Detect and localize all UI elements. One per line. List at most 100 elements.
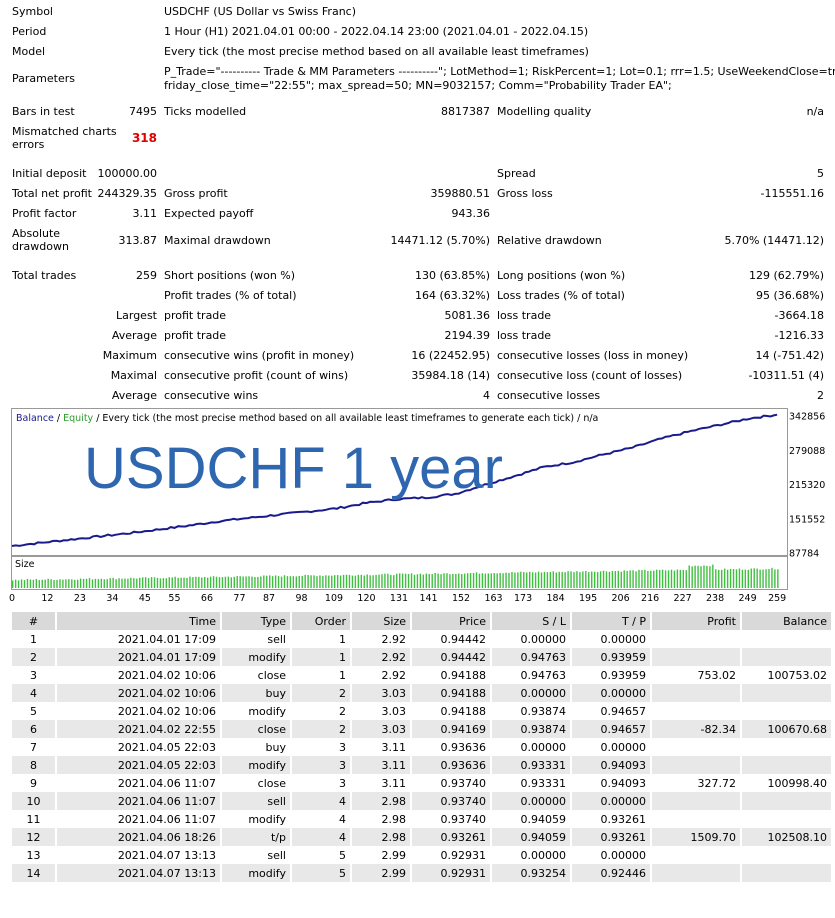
col-price-header[interactable]: Price [410,612,491,630]
table-row[interactable]: 1 2021.04.01 17:09 sell 1 2.92 0.94442 0.00000… [10,630,831,648]
x-tick-label: 12 [41,593,53,604]
col-size-header[interactable]: Size [350,612,411,630]
size-bar [109,578,111,588]
col-order-header[interactable]: Order [290,612,351,630]
col-type-cell: close [220,774,291,792]
size-bar [218,577,221,588]
col-time-header[interactable]: Time [55,612,221,630]
size-bar [552,571,555,588]
size-bar [260,576,262,588]
quality-label: Modelling quality [497,105,592,118]
table-row[interactable]: 2 2021.04.01 17:09 modify 1 2.92 0.94442 0.947… [10,648,831,666]
size-bar [14,579,17,588]
size-bar [679,569,682,588]
size-bar [68,579,70,588]
absolute-drawdown-label-1: Absolute [12,227,61,240]
size-bar [428,573,430,588]
avg-consecutive-losses-value: 2 [817,389,824,402]
size-bar [732,568,735,588]
y-tick-label: 279088 [789,446,825,457]
col-price-cell: 0.94442 [410,648,491,666]
size-bar [490,573,492,588]
col-balance-cell [740,702,831,720]
size-bar [653,570,655,588]
col-tp-header[interactable]: T / P [570,612,651,630]
size-bar [118,578,120,588]
size-bar [372,575,374,588]
col-tp-cell: 0.00000 [570,738,651,756]
size-bar [721,569,723,588]
size-bar [756,568,758,588]
x-tick-label: 120 [357,593,375,604]
size-bar [499,572,501,588]
size-bar [345,574,348,588]
size-bar [322,575,324,588]
size-bar [139,577,141,588]
size-bar [283,575,286,588]
parameters-line-2: friday_close_time="22:55"; max_spread=50… [164,79,672,92]
size-bar [144,577,147,588]
table-row[interactable]: 4 2021.04.02 10:06 buy 2 3.03 0.94188 0.00000 0… [10,684,831,702]
table-row[interactable]: 13 2021.04.07 13:13 sell 5 2.99 0.92931 0.0000… [10,846,831,864]
table-row[interactable]: 10 2021.04.06 11:07 sell 4 2.98 0.93740 0.0000… [10,792,831,810]
size-bar [452,573,454,588]
col-profit-cell [650,648,741,666]
col-balance-cell: 100753.02 [740,666,831,684]
col-balance-cell [740,846,831,864]
size-bar [310,575,312,588]
col-size-cell: 2.99 [350,864,411,882]
x-tick-label: 227 [674,593,692,604]
col-profit-cell [650,684,741,702]
total-trades-value: 259 [136,269,157,282]
table-row[interactable]: 6 2021.04.02 22:55 close 2 3.03 0.94169 0.9387… [10,720,831,738]
col-price-cell: 0.92931 [410,864,491,882]
size-bar [215,576,218,588]
size-bar [540,572,543,588]
col-order-cell: 3 [290,756,351,774]
consecutive-loss-label: consecutive loss (count of losses) [497,369,683,382]
average-loss-value: -1216.33 [774,329,824,342]
col-price-cell: 0.93740 [410,810,491,828]
size-bar [431,574,433,588]
col-sl-header[interactable]: S / L [490,612,571,630]
size-bar [53,580,55,588]
size-bar [263,575,265,588]
table-row[interactable]: 12 2021.04.06 18:26 t/p 4 2.98 0.93261 0.94059… [10,828,831,846]
net-profit-value: 244329.35 [97,187,158,200]
col-number-header[interactable]: # [10,612,56,630]
size-bar [195,576,197,588]
col-profit-header[interactable]: Profit [650,612,741,630]
table-row[interactable]: 7 2021.04.05 22:03 buy 3 3.11 0.93636 0.00000 0… [10,738,831,756]
col-number-cell: 13 [10,846,56,864]
size-bar [635,571,637,588]
table-row[interactable]: 3 2021.04.02 10:06 close 1 2.92 0.94188 0.9476… [10,666,831,684]
col-profit-cell [650,738,741,756]
col-number-cell: 3 [10,666,56,684]
spread-value: 5 [817,167,824,180]
overlay-title: USDCHF 1 year [84,436,503,501]
size-bar [12,580,14,588]
col-profit-cell [650,792,741,810]
table-row[interactable]: 5 2021.04.02 10:06 modify 2 3.03 0.94188 0.938… [10,702,831,720]
size-bar [517,572,519,588]
table-row[interactable]: 9 2021.04.06 11:07 close 3 3.11 0.93740 0.9333… [10,774,831,792]
size-bar [461,573,463,588]
x-tick-label: 109 [325,593,343,604]
size-bar [56,579,58,588]
size-bar [505,572,507,588]
col-balance-header[interactable]: Balance [740,612,831,630]
parameters-label: Parameters [12,72,75,85]
x-tick-label: 0 [9,593,15,604]
col-type-header[interactable]: Type [220,612,291,630]
average-profit-value: 2194.39 [444,329,491,342]
table-row[interactable]: 11 2021.04.06 11:07 modify 4 2.98 0.93740 0.94… [10,810,831,828]
col-time-cell: 2021.04.06 18:26 [55,828,221,846]
size-bar [620,571,622,588]
col-sl-cell: 0.00000 [490,684,571,702]
col-size-cell: 3.03 [350,702,411,720]
table-row[interactable]: 14 2021.04.07 13:13 modify 5 2.99 0.92931 0.93… [10,864,831,882]
table-row[interactable]: 8 2021.04.05 22:03 modify 3 3.11 0.93636 0.933… [10,756,831,774]
col-tp-cell: 0.92446 [570,864,651,882]
absolute-drawdown-value: 313.87 [118,234,158,247]
col-size-cell: 3.11 [350,756,411,774]
